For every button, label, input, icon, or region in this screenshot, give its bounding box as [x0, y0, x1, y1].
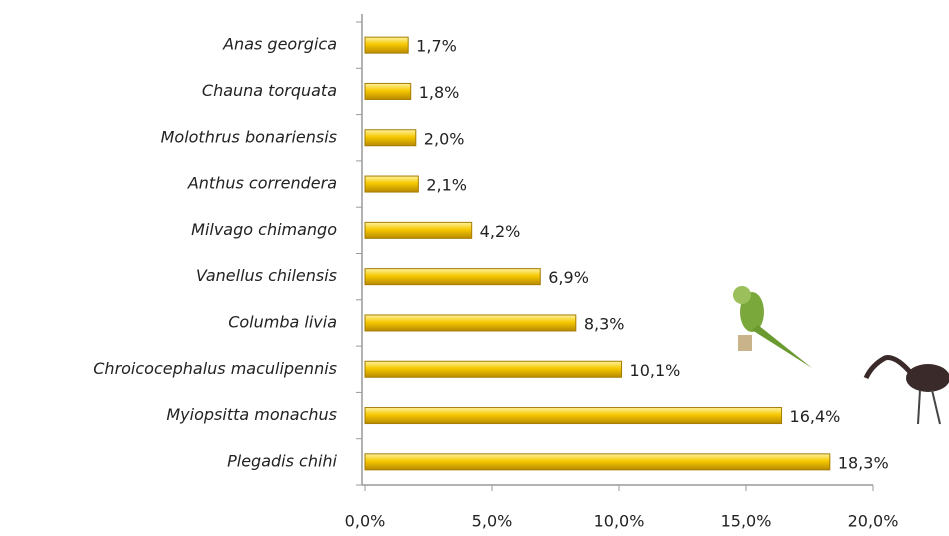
- parrot-illustration: [733, 286, 812, 368]
- bar: [364, 360, 623, 378]
- value-label: 2,0%: [424, 129, 465, 148]
- category-label: Plegadis chihi: [227, 451, 337, 470]
- value-label: 1,8%: [419, 83, 460, 102]
- value-label: 18,3%: [838, 453, 889, 472]
- bar: [364, 221, 473, 239]
- category-label: Molothrus bonariensis: [161, 127, 337, 146]
- bar: [364, 314, 577, 332]
- category-label: Anas georgica: [222, 35, 337, 54]
- bar: [364, 175, 419, 193]
- category-label: Anthus correndera: [187, 174, 337, 193]
- x-tick-label: 10,0%: [594, 512, 645, 531]
- bar: [364, 453, 831, 471]
- bar: [364, 129, 417, 147]
- bar: [364, 407, 783, 425]
- ibis-illustration: [863, 355, 949, 425]
- value-label: 6,9%: [548, 268, 589, 287]
- bar: [364, 268, 541, 286]
- x-tick-label: 20,0%: [848, 512, 899, 531]
- value-label: 10,1%: [630, 361, 681, 380]
- value-label: 16,4%: [790, 407, 841, 426]
- x-tick-label: 0,0%: [345, 512, 386, 531]
- category-label: Chroicocephalus maculipennis: [93, 359, 337, 378]
- category-label: Chauna torquata: [202, 81, 337, 100]
- category-label: Columba livia: [228, 312, 337, 331]
- value-label: 1,7%: [416, 37, 457, 56]
- x-tick-label: 15,0%: [721, 512, 772, 531]
- value-label: 2,1%: [426, 176, 467, 195]
- value-label: 4,2%: [480, 222, 521, 241]
- x-tick-label: 5,0%: [472, 512, 513, 531]
- category-label: Myiopsitta monachus: [166, 405, 337, 424]
- bar: [364, 82, 412, 100]
- category-label: Vanellus chilensis: [196, 266, 337, 285]
- value-label: 8,3%: [584, 314, 625, 333]
- category-label: Milvago chimango: [191, 220, 337, 239]
- bar: [364, 36, 409, 54]
